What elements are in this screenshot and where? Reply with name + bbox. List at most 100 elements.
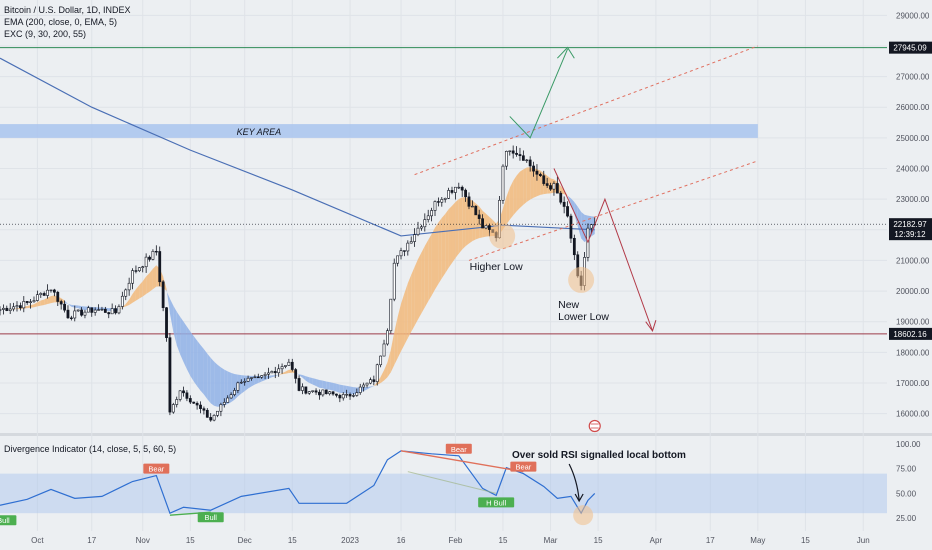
- band-segment-bull: [27, 305, 31, 309]
- candle-bull: [93, 309, 97, 313]
- candle-bull: [117, 306, 121, 314]
- candle-bull: [15, 305, 19, 308]
- band-segment-bull: [431, 227, 436, 296]
- symbol-title[interactable]: Bitcoin / U.S. Dollar, 1D, INDEX: [4, 5, 131, 15]
- band-segment-bull: [445, 209, 449, 274]
- band-segment-bear: [166, 288, 170, 314]
- time-tick-label: 15: [594, 536, 603, 545]
- candle-bull: [216, 410, 219, 416]
- band-segment-bull: [458, 197, 463, 254]
- band-segment-bear: [78, 305, 82, 310]
- candle-bull: [0, 309, 2, 311]
- candle-bull: [233, 390, 236, 395]
- candle-bear: [5, 307, 9, 311]
- candle-bull: [525, 159, 529, 162]
- time-tick-label: 15: [499, 536, 508, 545]
- candle-bear: [542, 175, 546, 184]
- band-segment-bear: [214, 361, 218, 407]
- time-tick-label: 15: [186, 536, 195, 545]
- candle-bull: [375, 364, 379, 382]
- candle-bull: [386, 330, 389, 345]
- candle-bear: [25, 301, 29, 303]
- candle-bull: [426, 215, 430, 220]
- candle-bull: [175, 399, 179, 405]
- band-segment-bull: [285, 369, 289, 374]
- candle-bull: [212, 415, 216, 421]
- band-segment-bear: [275, 374, 279, 377]
- band-segment-bull: [47, 296, 51, 304]
- band-segment-bear: [224, 369, 228, 406]
- band-segment-bear: [173, 305, 177, 346]
- candle-bull: [1, 307, 5, 310]
- exc-study-label[interactable]: EXC (9, 30, 200, 55): [4, 29, 87, 39]
- band-segment-bear: [81, 306, 85, 311]
- candle-bull: [284, 365, 287, 367]
- candle-bear: [52, 289, 56, 293]
- bull-label-tag: [197, 512, 224, 523]
- band-segment-bull: [390, 332, 395, 373]
- band-segment-bull: [37, 300, 41, 307]
- candle-bear: [515, 152, 518, 155]
- band-segment-bear: [220, 367, 225, 407]
- band-segment-bear: [241, 375, 245, 394]
- candle-bull: [508, 150, 512, 152]
- candle-bear: [437, 201, 440, 203]
- candle-bull: [453, 186, 457, 193]
- level-tag: [889, 327, 932, 340]
- candle-bear: [314, 390, 318, 393]
- ema-study-label[interactable]: EMA (200, close, 0, EMA, 5): [4, 17, 118, 27]
- candle-bear: [477, 214, 481, 219]
- key-area-label: KEY AREA: [237, 127, 282, 137]
- band-segment-bull: [401, 293, 405, 352]
- bear-label-tag: [510, 461, 537, 472]
- band-segment-bull: [462, 197, 466, 250]
- candle-bear: [335, 393, 338, 396]
- candle-bear: [290, 361, 294, 370]
- band-segment-bull: [30, 304, 34, 308]
- time-tick-label: 17: [87, 536, 96, 545]
- oversold-annotation: Over sold RSI signalled local bottom: [512, 450, 686, 461]
- band-segment-bull: [142, 276, 147, 297]
- oscillator-title[interactable]: Divergence Indicator (14, close, 5, 5, 6…: [4, 444, 177, 454]
- time-tick-label: Dec: [238, 536, 252, 545]
- candle-bull: [110, 308, 114, 315]
- time-tick-label: Oct: [31, 536, 44, 545]
- candle-bull: [321, 389, 325, 396]
- candle-bear: [528, 159, 532, 167]
- candle-bull: [222, 402, 226, 405]
- candle-bear: [114, 308, 117, 314]
- rsi-line: [0, 450, 596, 515]
- time-tick-label: May: [750, 536, 765, 545]
- candle-bull: [86, 307, 90, 313]
- bull-label-tag: [478, 497, 515, 508]
- band-segment-bull: [125, 299, 130, 307]
- band-segment-bear: [339, 384, 344, 394]
- candle-bull: [447, 190, 450, 199]
- bear-divergence-line: [400, 450, 524, 473]
- bear-label-text: Bear: [515, 463, 531, 472]
- band-segment-bear: [581, 211, 585, 243]
- time-tick-label: Nov: [136, 536, 150, 545]
- band-segment-bull: [44, 297, 48, 305]
- bull-projection-path: [509, 48, 569, 139]
- bear-label-text: Bear: [451, 445, 467, 454]
- band-segment-bear: [190, 331, 194, 382]
- candle-bull: [46, 289, 49, 296]
- candle-bear: [474, 205, 478, 216]
- candle-bull: [171, 404, 175, 413]
- candle-bull: [358, 386, 362, 393]
- candle-bull: [124, 289, 128, 297]
- band-segment-bear: [197, 340, 201, 391]
- band-segment-bull: [533, 167, 537, 198]
- candle-bear: [464, 189, 467, 198]
- lower-low-circle: [568, 266, 595, 293]
- candle-bull: [399, 250, 403, 257]
- band-segment-bear: [346, 385, 351, 394]
- candle-bull: [226, 397, 230, 403]
- candle-bear: [372, 379, 376, 382]
- bear-label-tag: [143, 463, 170, 474]
- candle-bull: [76, 309, 80, 312]
- candle-bull: [440, 199, 444, 203]
